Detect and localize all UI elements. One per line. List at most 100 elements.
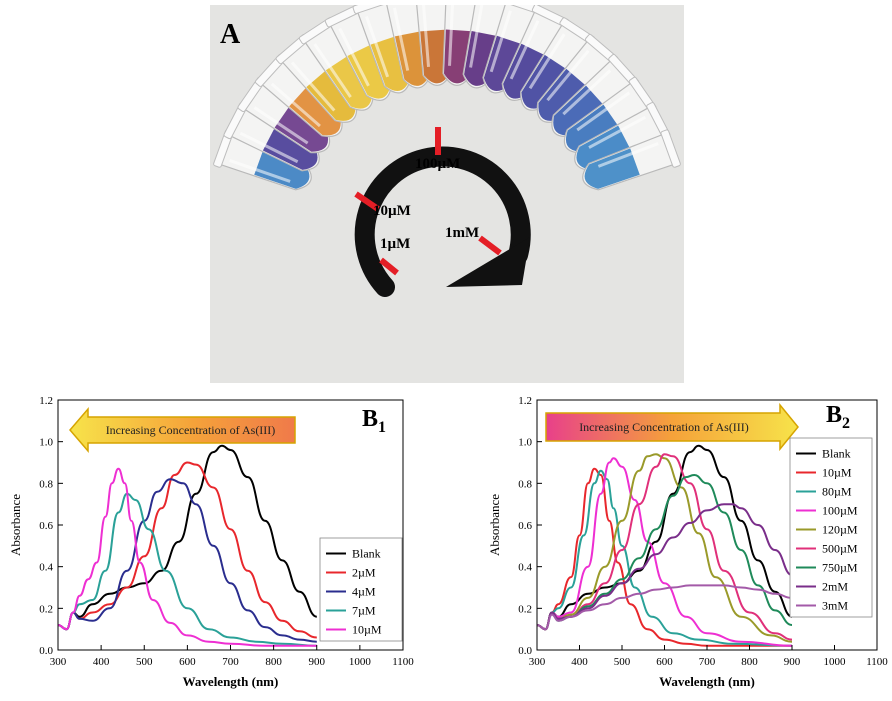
- legend-entry: 3mM: [822, 599, 848, 613]
- y-tick-label: 0.6: [518, 520, 532, 532]
- x-tick-label: 900: [309, 656, 326, 668]
- x-tick-label: 500: [614, 656, 631, 668]
- series-line-80µM: [536, 469, 793, 647]
- y-tick-label: 0.2: [39, 603, 53, 615]
- y-tick-label: 0.4: [39, 562, 53, 574]
- panel-letter: B: [362, 406, 378, 432]
- y-tick-label: 0.0: [518, 645, 532, 657]
- concentration-banner: Increasing Concentration of As(III): [545, 402, 799, 452]
- x-tick-label: 700: [222, 656, 239, 668]
- series-line-Blank: [57, 444, 318, 631]
- x-tick-label: 300: [50, 656, 67, 668]
- y-tick-label: 0.2: [518, 603, 532, 615]
- panel-subscript: 2: [842, 415, 850, 432]
- vial-tube: [275, 34, 358, 123]
- x-axis-ticks: 300 400 500 600 700 800 900 1000 1100: [50, 645, 414, 668]
- y-tick-label: 1.2: [39, 395, 53, 407]
- panel-label-a: A: [220, 19, 241, 50]
- vial-tube: [582, 129, 681, 191]
- y-tick-label: 1.0: [518, 437, 532, 449]
- vial-tube: [255, 54, 343, 138]
- x-axis-ticks: 300 400 500 600 700 800 900 1000 1100: [529, 645, 888, 668]
- y-tick-label: 1.0: [39, 437, 53, 449]
- vial-photo: A 100µM 10µM 1µM 1mM: [210, 5, 684, 383]
- series-layer: [57, 444, 318, 647]
- vial-tube: [213, 129, 312, 191]
- spectrum-chart-b2: 300 400 500 600 700 800 900 1000 1100 0.00.20.40…: [487, 395, 888, 689]
- panel-letter: B: [826, 402, 842, 428]
- series-line-4µM: [57, 478, 317, 643]
- y-axis-ticks: 0.0 0.2 0.4 0.6 0.8 1.0 1.2: [518, 395, 542, 657]
- x-tick-label: 600: [179, 656, 196, 668]
- series-line-7µM: [57, 492, 317, 647]
- legend-entry: 120µM: [822, 523, 858, 537]
- legend-entry: 10µM: [352, 623, 382, 637]
- panel-label-b1: B1: [362, 406, 386, 436]
- concentration-banner: Increasing Concentration of As(III): [69, 406, 296, 454]
- x-tick-label: 900: [784, 656, 801, 668]
- series-layer: [536, 444, 793, 647]
- series-line-10µM: [536, 467, 792, 647]
- panel-label-b2: B2: [826, 402, 850, 432]
- x-tick-label: 700: [699, 656, 716, 668]
- label-10um: 10µM: [373, 203, 411, 219]
- x-axis-label: Wavelength (nm): [183, 674, 279, 689]
- legend-entry: 2µM: [352, 566, 376, 580]
- vial-tube: [298, 17, 374, 111]
- vial-arc: [213, 5, 681, 191]
- y-axis-label: Absorbance: [8, 494, 23, 556]
- x-tick-label: 1100: [866, 656, 888, 668]
- x-tick-label: 1000: [349, 656, 372, 668]
- banner-text: Increasing Concentration of As(III): [579, 420, 749, 434]
- y-axis-label: Absorbance: [487, 494, 502, 556]
- legend: Blank 2µM 4µM 7µM 10µM: [319, 537, 403, 642]
- series-line-10µM: [57, 467, 317, 647]
- y-tick-label: 0.4: [518, 562, 532, 574]
- vial-tube: [223, 102, 320, 172]
- x-tick-label: 400: [571, 656, 588, 668]
- x-tick-label: 800: [265, 656, 282, 668]
- y-tick-label: 1.2: [518, 395, 532, 407]
- legend: Blank 10µM 80µM 100µM 120µM 500µM 750µM 2mM 3mM: [789, 437, 873, 618]
- spectrum-chart-b1: 300 400 500 600 700 800 900 1000 1100 0.00.20.40…: [8, 395, 414, 689]
- vial-tube: [324, 5, 393, 101]
- x-tick-label: 1100: [392, 656, 414, 668]
- x-tick-label: 300: [529, 656, 546, 668]
- legend-entry: 100µM: [822, 504, 858, 518]
- y-tick-label: 0.6: [39, 520, 53, 532]
- legend-entry: 500µM: [822, 542, 858, 556]
- y-tick-label: 0.8: [39, 478, 53, 490]
- x-tick-label: 400: [93, 656, 110, 668]
- vial-tube: [415, 5, 452, 86]
- panel-subscript: 1: [378, 419, 386, 436]
- legend-entry: 10µM: [822, 466, 852, 480]
- legend-entry: 7µM: [352, 604, 376, 618]
- series-line-2mM: [536, 503, 793, 631]
- legend-entry: 750µM: [822, 561, 858, 575]
- series-line-3mM: [536, 584, 793, 631]
- concentration-markers: [354, 127, 502, 276]
- vial-tube: [482, 5, 542, 94]
- vial-tube: [237, 76, 331, 154]
- y-axis-ticks: 0.0 0.2 0.4 0.6 0.8 1.0 1.2: [39, 395, 63, 657]
- legend-entry: 80µM: [822, 485, 852, 499]
- label-1mm: 1mM: [445, 225, 479, 241]
- legend-entry: Blank: [822, 447, 851, 461]
- series-line-Blank: [536, 444, 793, 631]
- vial-tube: [551, 54, 639, 138]
- legend-box: [319, 537, 403, 642]
- legend-entry: 2mM: [822, 580, 848, 594]
- legend-entry: 4µM: [352, 585, 376, 599]
- vial-tube: [563, 76, 657, 154]
- banner-text: Increasing Concentration of As(III): [106, 423, 276, 437]
- label-100um: 100µM: [415, 156, 460, 172]
- x-tick-label: 500: [136, 656, 153, 668]
- x-tick-label: 800: [741, 656, 758, 668]
- vial-tube: [520, 17, 596, 111]
- y-tick-label: 0.0: [39, 645, 53, 657]
- legend-entry: Blank: [352, 547, 381, 561]
- x-tick-label: 1000: [824, 656, 847, 668]
- concentration-arrow: [354, 146, 531, 297]
- x-axis-label: Wavelength (nm): [659, 674, 755, 689]
- vial-tube: [536, 34, 619, 123]
